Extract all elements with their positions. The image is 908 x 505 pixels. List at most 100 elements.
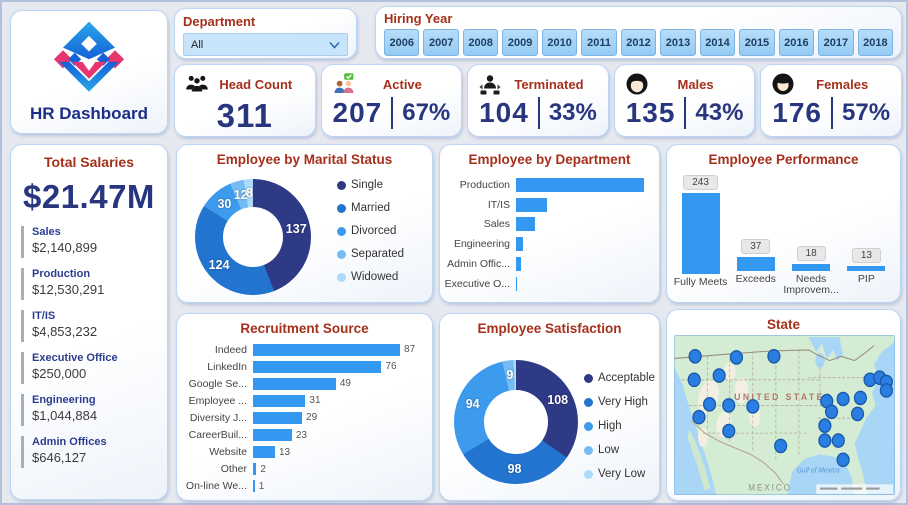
legend-dot — [584, 445, 593, 455]
state-bubble-marker[interactable] — [774, 438, 788, 454]
state-bubble-marker[interactable] — [825, 404, 839, 420]
bar[interactable] — [253, 463, 257, 476]
bar[interactable] — [253, 480, 255, 493]
bar[interactable] — [253, 360, 382, 373]
state-bubble-marker[interactable] — [836, 452, 850, 468]
total-salaries-value: $21.47M — [23, 178, 155, 215]
legend-item-married[interactable]: Married — [337, 202, 404, 214]
state-bubble-marker[interactable] — [729, 350, 744, 365]
column-slot-needs-improvem-: 18 Needs Improvem... — [783, 175, 839, 298]
bar[interactable] — [516, 256, 522, 271]
bar[interactable] — [516, 276, 518, 291]
bar[interactable] — [253, 411, 303, 424]
kpi-divider — [391, 97, 394, 129]
state-bubble-marker[interactable] — [687, 372, 701, 388]
kpi-value-females: 176 — [772, 97, 822, 128]
year-button-2009[interactable]: 2009 — [502, 29, 538, 56]
kpi-header: Terminated — [468, 65, 608, 96]
state-bubble-marker[interactable] — [818, 433, 832, 448]
bar-track: 49 — [253, 375, 424, 392]
state-bubble-marker[interactable] — [831, 433, 845, 448]
kpi-percent-females: 57% — [842, 99, 891, 126]
state-bubble-marker[interactable] — [879, 383, 893, 398]
column-category-label: Fully Meets — [673, 275, 728, 288]
column-bar[interactable] — [847, 266, 886, 271]
state-bubble-marker[interactable] — [702, 397, 717, 412]
bar-row-careerbuil-: CareerBuil... 23 — [181, 426, 424, 443]
bar-row-google-se-: Google Se... 49 — [181, 375, 424, 392]
state-bubble-marker[interactable] — [692, 409, 706, 425]
year-button-2011[interactable]: 2011 — [581, 29, 617, 56]
state-bubble-marker[interactable] — [712, 368, 726, 383]
column-bar[interactable] — [681, 193, 720, 274]
state-bubble-marker[interactable] — [836, 391, 850, 407]
bar[interactable] — [516, 217, 535, 232]
year-button-2018[interactable]: 2018 — [857, 29, 894, 56]
bar[interactable] — [253, 429, 292, 442]
bar-value-label: 87 — [404, 344, 416, 356]
year-button-2006[interactable]: 2006 — [384, 29, 420, 56]
year-button-2017[interactable]: 2017 — [818, 29, 854, 56]
column-bar[interactable] — [792, 264, 831, 271]
kpi-card-terminated: Terminated 104 33% — [467, 64, 609, 137]
satisfaction-donut[interactable]: 108 98 94 9 — [454, 360, 578, 484]
column-bar[interactable] — [736, 257, 775, 271]
legend-item-low[interactable]: Low — [584, 444, 655, 456]
state-markers[interactable] — [687, 349, 893, 468]
state-bubble-marker[interactable] — [853, 390, 867, 406]
bar-category-label: LinkedIn — [207, 360, 247, 373]
bar[interactable] — [253, 394, 306, 407]
bar[interactable] — [516, 177, 644, 192]
bar[interactable] — [516, 237, 523, 252]
bar-row-diversity-j-: Diversity J... 29 — [181, 409, 424, 426]
bar-track — [516, 195, 649, 215]
legend-label: Separated — [351, 248, 405, 260]
year-button-2016[interactable]: 2016 — [778, 29, 815, 56]
legend-item-single[interactable]: Single — [337, 179, 404, 191]
salary-item-value: $250,000 — [32, 366, 87, 381]
donut-label-very-high: 98 — [507, 461, 522, 476]
donut-label-acceptable: 108 — [547, 393, 569, 408]
department-dropdown[interactable]: All — [183, 33, 348, 56]
state-bubble-marker[interactable] — [767, 349, 781, 364]
legend-dot — [337, 226, 346, 236]
legend-item-very-low[interactable]: Very Low — [584, 468, 655, 480]
year-button-2014[interactable]: 2014 — [699, 29, 736, 56]
marital-status-donut[interactable]: 137 124 30 12 8 — [195, 179, 311, 295]
year-button-2015[interactable]: 2015 — [739, 29, 775, 56]
state-bubble-marker[interactable] — [850, 406, 865, 422]
legend-item-acceptable[interactable]: Acceptable — [584, 372, 655, 384]
state-bubble-marker[interactable] — [818, 418, 832, 433]
state-bubble-marker[interactable] — [688, 349, 702, 364]
hiring-year-buttons: 2006 2007 2008 2009 2010 2011 2012 2013 2014 2015… — [384, 29, 894, 56]
year-button-2012[interactable]: 2012 — [620, 29, 657, 56]
bar[interactable] — [253, 377, 336, 390]
state-bubble-marker[interactable] — [722, 423, 736, 439]
kpi-values-females: 176 57% — [761, 97, 901, 129]
year-button-2010[interactable]: 2010 — [541, 29, 578, 56]
bar[interactable] — [253, 343, 401, 356]
state-bubble-marker[interactable] — [746, 399, 760, 414]
legend-item-very-high[interactable]: Very High — [584, 396, 655, 408]
legend-item-high[interactable]: High — [584, 420, 655, 432]
us-map[interactable]: UNITED STATES Gulf of Mexico MEXICO — [674, 335, 895, 495]
salary-breakdown-list: Sales $2,140,899 Production $12,530,291 IT/I… — [21, 226, 157, 468]
legend-label: High — [598, 420, 622, 432]
total-salaries-panel: Total Salaries $21.47M Sales $2,140,899 Pr… — [10, 144, 168, 500]
state-bubble-marker[interactable] — [722, 398, 736, 413]
legend-item-divorced[interactable]: Divorced — [337, 225, 404, 237]
satisfaction-legend: Acceptable Very High High Low Very Low — [584, 372, 655, 492]
kpi-header: Males — [615, 65, 755, 96]
bar-row-it-is: IT/IS — [444, 195, 649, 215]
bar[interactable] — [516, 197, 547, 212]
bar[interactable] — [253, 446, 275, 459]
legend-item-widowed[interactable]: Widowed — [337, 271, 404, 283]
donut-label-single: 137 — [285, 221, 307, 236]
bar-track: 2 — [253, 461, 424, 478]
year-button-2013[interactable]: 2013 — [660, 29, 696, 56]
year-button-2007[interactable]: 2007 — [423, 29, 459, 56]
legend-item-separated[interactable]: Separated — [337, 248, 404, 260]
bar-value-label: 2 — [260, 463, 266, 475]
bar-track — [516, 274, 649, 294]
year-button-2008[interactable]: 2008 — [462, 29, 499, 56]
